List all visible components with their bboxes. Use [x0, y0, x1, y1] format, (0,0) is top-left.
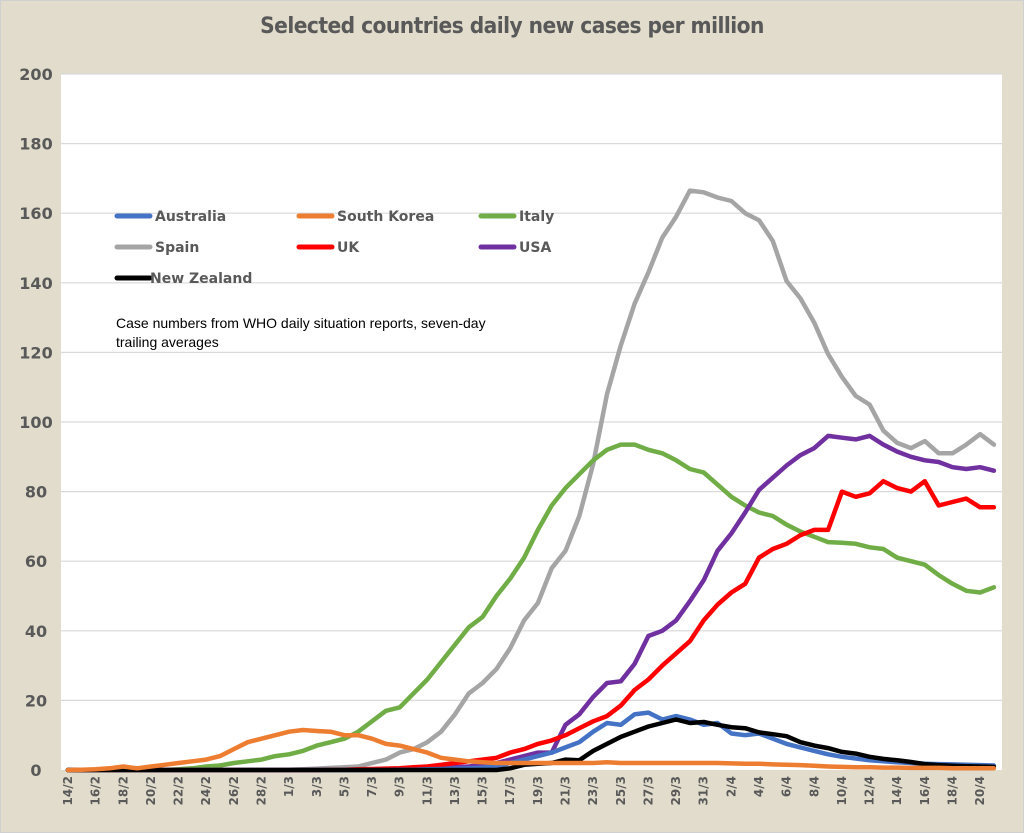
legend-label: New Zealand	[150, 271, 252, 287]
x-tick-label: 13/3	[448, 776, 462, 805]
legend-label: Italy	[519, 209, 554, 225]
x-tick-label: 12/4	[863, 776, 877, 805]
x-tick-label: 20/2	[144, 776, 158, 805]
x-tick-label: 4/4	[752, 776, 766, 797]
x-tick-label: 19/3	[531, 776, 545, 805]
x-tick-label: 28/2	[254, 776, 268, 805]
legend-item-italy: Italy	[478, 209, 554, 225]
x-tick-label: 3/3	[310, 776, 324, 797]
x-tick-label: 6/4	[780, 776, 794, 797]
y-axis: 0 20 40 60 80 100 120 140 160 180 200	[19, 65, 52, 780]
legend-label: Australia	[155, 209, 226, 225]
gridlines	[61, 73, 1002, 702]
y-tick-label: 60	[25, 552, 47, 571]
x-tick-label: 9/3	[393, 776, 407, 797]
y-tick-label: 0	[30, 761, 41, 780]
legend-label: UK	[337, 240, 360, 256]
series-line-italy	[65, 442, 997, 773]
y-tick-label: 200	[19, 65, 52, 84]
series-lines	[65, 188, 997, 773]
legend-label: South Korea	[337, 209, 434, 225]
y-tick-label: 120	[19, 343, 52, 362]
x-tick-label: 10/4	[835, 776, 849, 805]
x-axis: 14/2 16/2 18/2 20/2 22/2 24/2 26/2 28/2 1/3 3/3 5/…	[61, 776, 987, 805]
x-tick-label: 27/3	[641, 776, 655, 805]
legend-item-usa: USA	[478, 240, 551, 256]
x-tick-label: 2/4	[724, 776, 738, 797]
y-tick-label: 180	[19, 135, 52, 154]
x-tick-label: 1/3	[282, 776, 296, 797]
y-tick-label: 80	[25, 483, 47, 502]
annotation-line: trailing averages	[116, 334, 219, 350]
y-tick-label: 40	[25, 622, 47, 641]
legend-item-uk: UK	[296, 240, 360, 256]
legend-item-spain: Spain	[114, 240, 199, 256]
x-tick-label: 16/4	[918, 776, 932, 805]
x-tick-label: 14/2	[61, 776, 75, 805]
y-tick-label: 140	[19, 274, 52, 293]
x-tick-label: 21/3	[559, 776, 573, 805]
x-tick-label: 8/4	[807, 776, 821, 797]
x-tick-label: 25/3	[614, 776, 628, 805]
legend: Australia South Korea Italy Spain UK USA New Z…	[114, 209, 554, 287]
x-tick-label: 20/4	[973, 776, 987, 805]
legend-label: USA	[519, 240, 551, 256]
x-tick-label: 23/3	[586, 776, 600, 805]
series-line-south-korea	[65, 727, 997, 773]
annotation-line: Case numbers from WHO daily situation re…	[116, 315, 486, 331]
x-tick-label: 24/2	[199, 776, 213, 805]
x-tick-label: 18/4	[945, 776, 959, 805]
legend-label: Spain	[155, 240, 199, 256]
x-tick-label: 18/2	[116, 776, 130, 805]
y-tick-label: 160	[19, 204, 52, 223]
annotation: Case numbers from WHO daily situation re…	[116, 315, 486, 350]
legend-item-australia: Australia	[114, 209, 226, 225]
x-tick-label: 17/3	[503, 776, 517, 805]
x-tick-label: 22/2	[172, 776, 186, 805]
x-tick-label: 15/3	[476, 776, 490, 805]
chart-title: Selected countries daily new cases per m…	[260, 14, 764, 39]
x-tick-label: 14/4	[890, 776, 904, 805]
x-tick-label: 11/3	[420, 776, 434, 805]
y-tick-label: 100	[19, 413, 52, 432]
legend-item-south-korea: South Korea	[296, 209, 434, 225]
x-tick-label: 26/2	[227, 776, 241, 805]
y-tick-label: 20	[25, 691, 47, 710]
x-tick-label: 7/3	[365, 776, 379, 797]
x-tick-label: 29/3	[669, 776, 683, 805]
legend-item-new-zealand: New Zealand	[114, 271, 252, 287]
x-tick-label: 31/3	[697, 776, 711, 805]
x-tick-label: 5/3	[337, 776, 351, 797]
x-tick-label: 16/2	[89, 776, 103, 805]
